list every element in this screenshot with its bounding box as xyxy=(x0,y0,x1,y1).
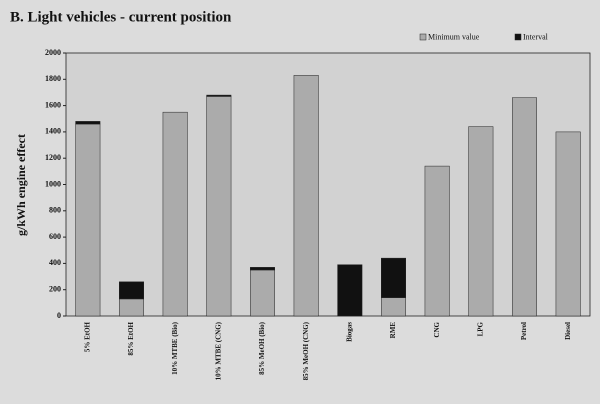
x-tick-label: 10% MTBE (Bio) xyxy=(171,321,179,375)
legend-swatch xyxy=(419,33,427,41)
x-tick-label: Diesel xyxy=(564,322,572,340)
y-tick-label: 800 xyxy=(49,206,61,215)
x-tick-label: 10% MTBE (CNG) xyxy=(214,321,222,380)
legend-label: Interval xyxy=(523,32,549,41)
bar-segment xyxy=(555,131,581,317)
bar-segment xyxy=(250,267,275,271)
bar-segment xyxy=(381,297,406,317)
chart-title: B. Light vehicles - current position xyxy=(10,9,232,25)
y-tick-label: 1800 xyxy=(45,74,61,83)
bar-segment xyxy=(119,281,144,300)
y-tick-label: 200 xyxy=(49,285,61,294)
bar-segment xyxy=(75,121,101,125)
y-tick-label: 600 xyxy=(49,232,61,241)
y-tick-label: 0 xyxy=(57,311,61,320)
legend-swatch xyxy=(514,33,522,41)
x-tick-label: Biogas xyxy=(345,322,353,342)
bar-segment xyxy=(75,123,101,317)
x-tick-label: 5% EtOH xyxy=(83,321,91,352)
y-tick-label: 1000 xyxy=(45,179,61,188)
x-tick-label: RME xyxy=(389,322,397,339)
bar-segment xyxy=(119,298,144,317)
y-axis-label: g/kWh engine effect xyxy=(14,134,28,236)
x-tick-label: 85% MeOH (CNG) xyxy=(302,321,310,380)
x-tick-label: Petrol xyxy=(520,322,528,340)
bar-segment xyxy=(512,97,537,317)
bar-segment xyxy=(250,269,275,317)
legend-label: Minimum value xyxy=(428,32,480,41)
bar-segment xyxy=(381,257,406,298)
y-tick-label: 400 xyxy=(49,258,61,267)
plot-area xyxy=(65,52,591,317)
bar-segment xyxy=(162,111,188,317)
bar-segment xyxy=(293,75,319,317)
x-tick-label: LPG xyxy=(476,321,484,336)
y-tick-label: 1200 xyxy=(45,153,61,162)
bar-segment xyxy=(206,96,232,317)
y-tick-label: 2000 xyxy=(45,48,61,57)
bar-segment xyxy=(206,94,232,97)
bar-segment xyxy=(424,165,450,317)
y-tick-label: 1400 xyxy=(45,127,61,136)
x-tick-label: 85% MeOH (Bio) xyxy=(258,321,266,375)
x-tick-label: CNG xyxy=(433,321,441,337)
bar-segment xyxy=(337,264,363,317)
x-tick-label: 85% EtOH xyxy=(127,321,135,355)
y-tick-label: 1600 xyxy=(45,100,61,109)
bar-segment xyxy=(468,126,494,317)
